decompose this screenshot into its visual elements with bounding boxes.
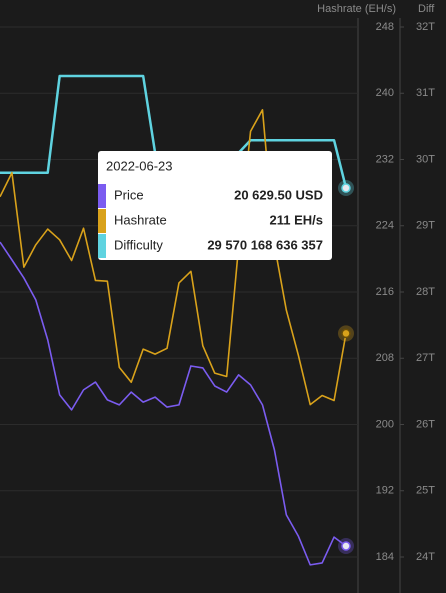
y2-tick-label: 32T	[416, 21, 435, 33]
tooltip-date: 2022-06-23	[106, 158, 173, 173]
y-tick-label: 232	[376, 153, 394, 165]
legend-swatch	[98, 184, 106, 208]
y-tick-label: 200	[376, 418, 394, 430]
y2-tick-label: 31T	[416, 87, 435, 99]
tooltip-value: 20 629.50 USD	[234, 187, 323, 202]
marker	[341, 328, 351, 339]
y2-tick-label: 27T	[416, 352, 435, 364]
tooltip: 2022-06-23 Price 20 629.50 USD Hashrate 211…	[98, 151, 332, 260]
y2-tick-label: 29T	[416, 220, 435, 232]
series-line	[0, 109, 347, 406]
marker	[341, 183, 351, 193]
y2-tick-label: 26T	[416, 418, 435, 430]
tooltip-series-name: Hashrate	[114, 212, 167, 227]
y-tick-label: 208	[376, 352, 394, 364]
series-line	[0, 241, 347, 566]
y-axis-title: Hashrate (EH/s)	[317, 3, 396, 15]
y-tick-label: 192	[376, 485, 394, 497]
y-tick-label: 240	[376, 87, 394, 99]
y2-tick-label: 30T	[416, 153, 435, 165]
tooltip-value: 29 570 168 636 357	[207, 237, 323, 252]
tooltip-box	[98, 151, 332, 260]
marker	[341, 541, 351, 551]
y-tick-label: 224	[376, 220, 394, 232]
y2-tick-label: 28T	[416, 286, 435, 298]
legend-swatch	[98, 209, 106, 233]
y2-tick-label: 25T	[416, 485, 435, 497]
y-tick-label: 184	[376, 551, 394, 563]
tooltip-value: 211 EH/s	[270, 212, 324, 227]
y-tick-label: 216	[376, 286, 394, 298]
y2-axis-title: Diff	[418, 3, 435, 15]
tooltip-series-name: Difficulty	[114, 237, 163, 252]
legend-swatch	[98, 234, 106, 258]
y2-tick-label: 24T	[416, 551, 435, 563]
y-tick-label: 248	[376, 21, 394, 33]
tooltip-series-name: Price	[114, 187, 144, 202]
